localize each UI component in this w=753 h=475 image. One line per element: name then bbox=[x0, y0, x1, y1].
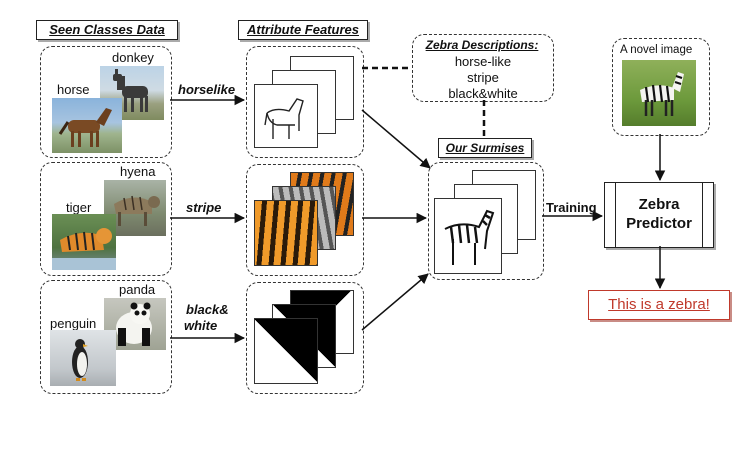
novel-image-label: A novel image bbox=[620, 44, 693, 56]
seen-box-2 bbox=[40, 162, 172, 276]
bw-card-front bbox=[254, 318, 318, 384]
predictor-right-rail bbox=[702, 183, 703, 247]
zebra-drawing-icon bbox=[444, 209, 495, 265]
novel-image-box bbox=[612, 38, 710, 136]
attr-label-bw-2: white bbox=[184, 318, 218, 333]
attr-label-bw-1: black& bbox=[186, 302, 229, 317]
horse-sketch-card-front bbox=[254, 84, 318, 148]
result-box: This is a zebra! bbox=[588, 290, 730, 320]
panda-photo bbox=[104, 298, 166, 350]
seen-box-3 bbox=[40, 280, 172, 394]
horse-photo bbox=[52, 98, 122, 153]
hyena-icon bbox=[114, 195, 160, 226]
attr-box-2 bbox=[246, 164, 364, 276]
predictor-left-rail bbox=[615, 183, 616, 247]
penguin-photo bbox=[50, 330, 116, 386]
label-horse: horse bbox=[57, 82, 90, 97]
donkey-icon bbox=[113, 69, 148, 112]
label-donkey: donkey bbox=[112, 50, 154, 65]
predictor-title-2: Predictor bbox=[626, 215, 692, 232]
our-surmises-header: Our Surmises bbox=[438, 138, 532, 158]
arrow-attr1-to-surmises bbox=[361, 109, 431, 169]
zebra-photo-icon bbox=[640, 72, 684, 116]
tiger-icon bbox=[52, 228, 116, 270]
label-penguin: penguin bbox=[50, 316, 97, 331]
panda-icon bbox=[116, 302, 152, 346]
novel-zebra-photo bbox=[622, 60, 696, 126]
horse-icon bbox=[58, 108, 112, 147]
surmise-card-front bbox=[434, 198, 502, 274]
desc-horse-like: horse-like bbox=[454, 54, 512, 69]
arrow-attr3-to-surmises bbox=[361, 273, 429, 331]
predictor-title-1: Zebra bbox=[638, 196, 680, 213]
label-panda: panda bbox=[119, 282, 156, 297]
tiger-photo bbox=[52, 214, 116, 270]
desc-black-white: black&white bbox=[448, 86, 518, 101]
penguin-icon bbox=[72, 339, 88, 381]
attr-label-horselike: horselike bbox=[178, 82, 236, 97]
horse-sketch-icon bbox=[264, 98, 304, 139]
attribute-features-header: Attribute Features bbox=[238, 20, 368, 40]
attr-label-stripe: stripe bbox=[186, 200, 222, 215]
label-hyena: hyena bbox=[120, 164, 156, 179]
seen-box-1 bbox=[40, 46, 172, 158]
label-tiger: tiger bbox=[66, 200, 92, 215]
stripe-card-front bbox=[254, 200, 318, 266]
result-text: This is a zebra! bbox=[608, 296, 710, 313]
attr-box-1 bbox=[246, 46, 364, 158]
zebra-desc-header: Zebra Descriptions: bbox=[416, 38, 548, 52]
training-label: Training bbox=[546, 200, 597, 215]
zebra-predictor-box: Zebra Predictor bbox=[604, 182, 714, 248]
surmises-box bbox=[428, 162, 544, 280]
attr-box-3 bbox=[246, 282, 364, 394]
seen-classes-header: Seen Classes Data bbox=[36, 20, 178, 40]
desc-stripe: stripe bbox=[467, 70, 499, 85]
donkey-photo bbox=[100, 66, 164, 120]
hyena-photo bbox=[104, 180, 166, 236]
